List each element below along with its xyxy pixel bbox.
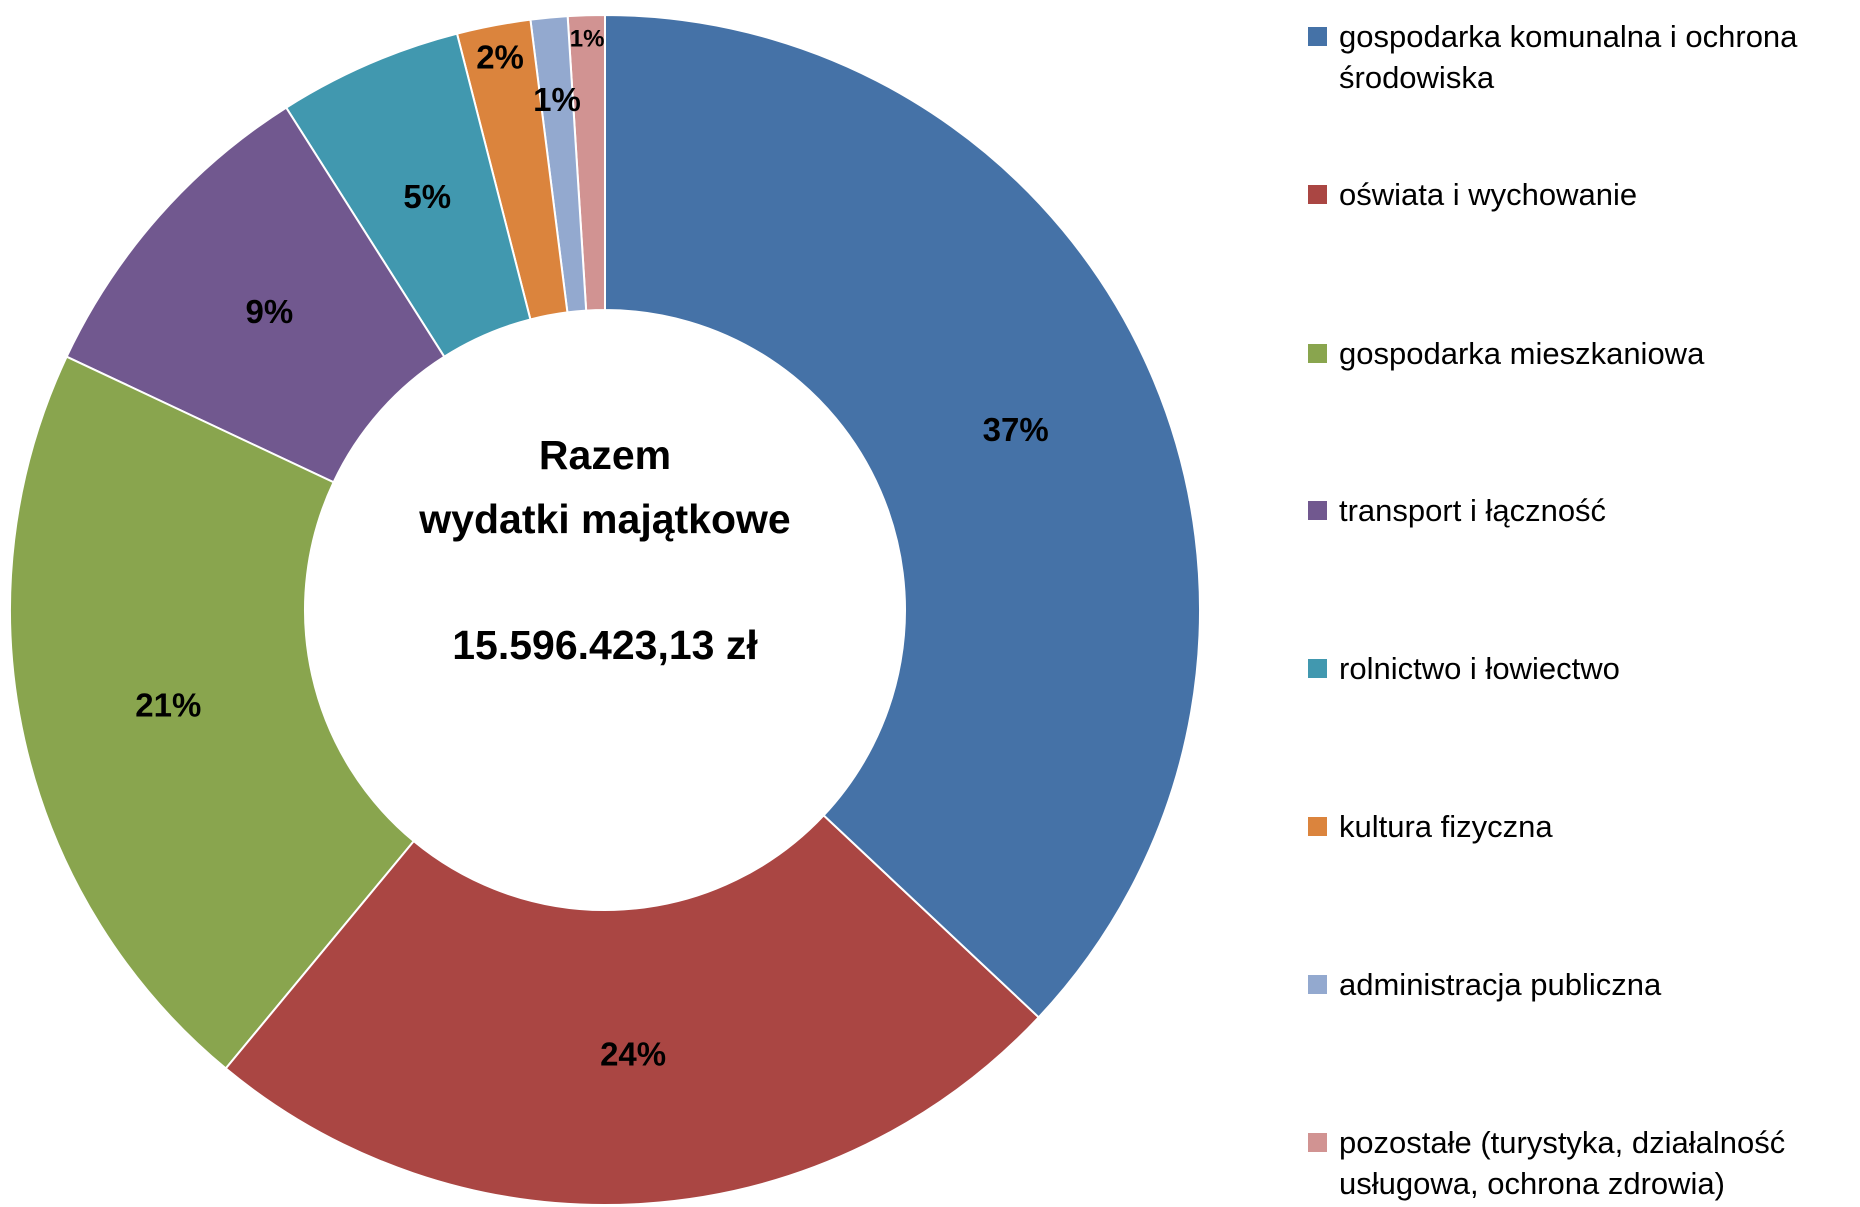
legend-item: administracja publiczna: [1308, 964, 1853, 1005]
legend-item: rolnictwo i łowiectwo: [1308, 648, 1853, 689]
legend-item: transport i łączność: [1308, 490, 1853, 531]
center-total: 15.596.423,13 zł: [452, 622, 758, 668]
data-label: 1%: [533, 81, 581, 118]
legend-label: oświata i wychowanie: [1339, 177, 1638, 212]
donut-slice: [8, 355, 416, 1070]
legend-item: kultura fizyczna: [1308, 806, 1853, 847]
donut-slice: [65, 106, 446, 484]
legend-label: administracja publiczna: [1339, 967, 1662, 1002]
donut-slice: [529, 15, 588, 314]
legend-item: gospodarka mieszkaniowa: [1308, 333, 1853, 374]
legend-swatch: [1308, 344, 1327, 363]
center-title: wydatki majątkowe: [418, 496, 790, 542]
legend-label: pozostałe (turystyka, działalność usługo…: [1339, 1125, 1786, 1201]
data-label: 9%: [245, 293, 293, 330]
legend-swatch: [1308, 1133, 1327, 1152]
legend-label: gospodarka mieszkaniowa: [1339, 336, 1705, 371]
legend-swatch: [1308, 975, 1327, 994]
data-label: 21%: [135, 686, 201, 723]
data-label: 5%: [403, 178, 451, 215]
donut-slice: [284, 32, 532, 359]
legend-item: oświata i wychowanie: [1308, 174, 1853, 215]
legend-swatch: [1308, 185, 1327, 204]
legend-label: kultura fizyczna: [1339, 809, 1553, 844]
data-label: 37%: [983, 411, 1049, 448]
legend-label: gospodarka komunalna i ochrona środowisk…: [1339, 19, 1798, 95]
legend-swatch: [1308, 501, 1327, 520]
donut-slice: [455, 18, 569, 321]
data-label: 2%: [476, 39, 524, 76]
legend-swatch: [1308, 817, 1327, 836]
center-title: Razem: [539, 432, 671, 478]
legend-label: transport i łączność: [1339, 493, 1607, 528]
donut-slice: [604, 13, 1201, 1019]
data-label: 24%: [600, 1035, 666, 1072]
legend-item: pozostałe (turystyka, działalność usługo…: [1308, 1122, 1853, 1204]
legend-swatch: [1308, 27, 1327, 46]
legend-label: rolnictwo i łowiectwo: [1339, 651, 1620, 686]
donut-slice: [224, 813, 1041, 1206]
legend-item: gospodarka komunalna i ochrona środowisk…: [1308, 16, 1853, 98]
data-label: 1%: [570, 26, 605, 53]
legend-swatch: [1308, 659, 1327, 678]
